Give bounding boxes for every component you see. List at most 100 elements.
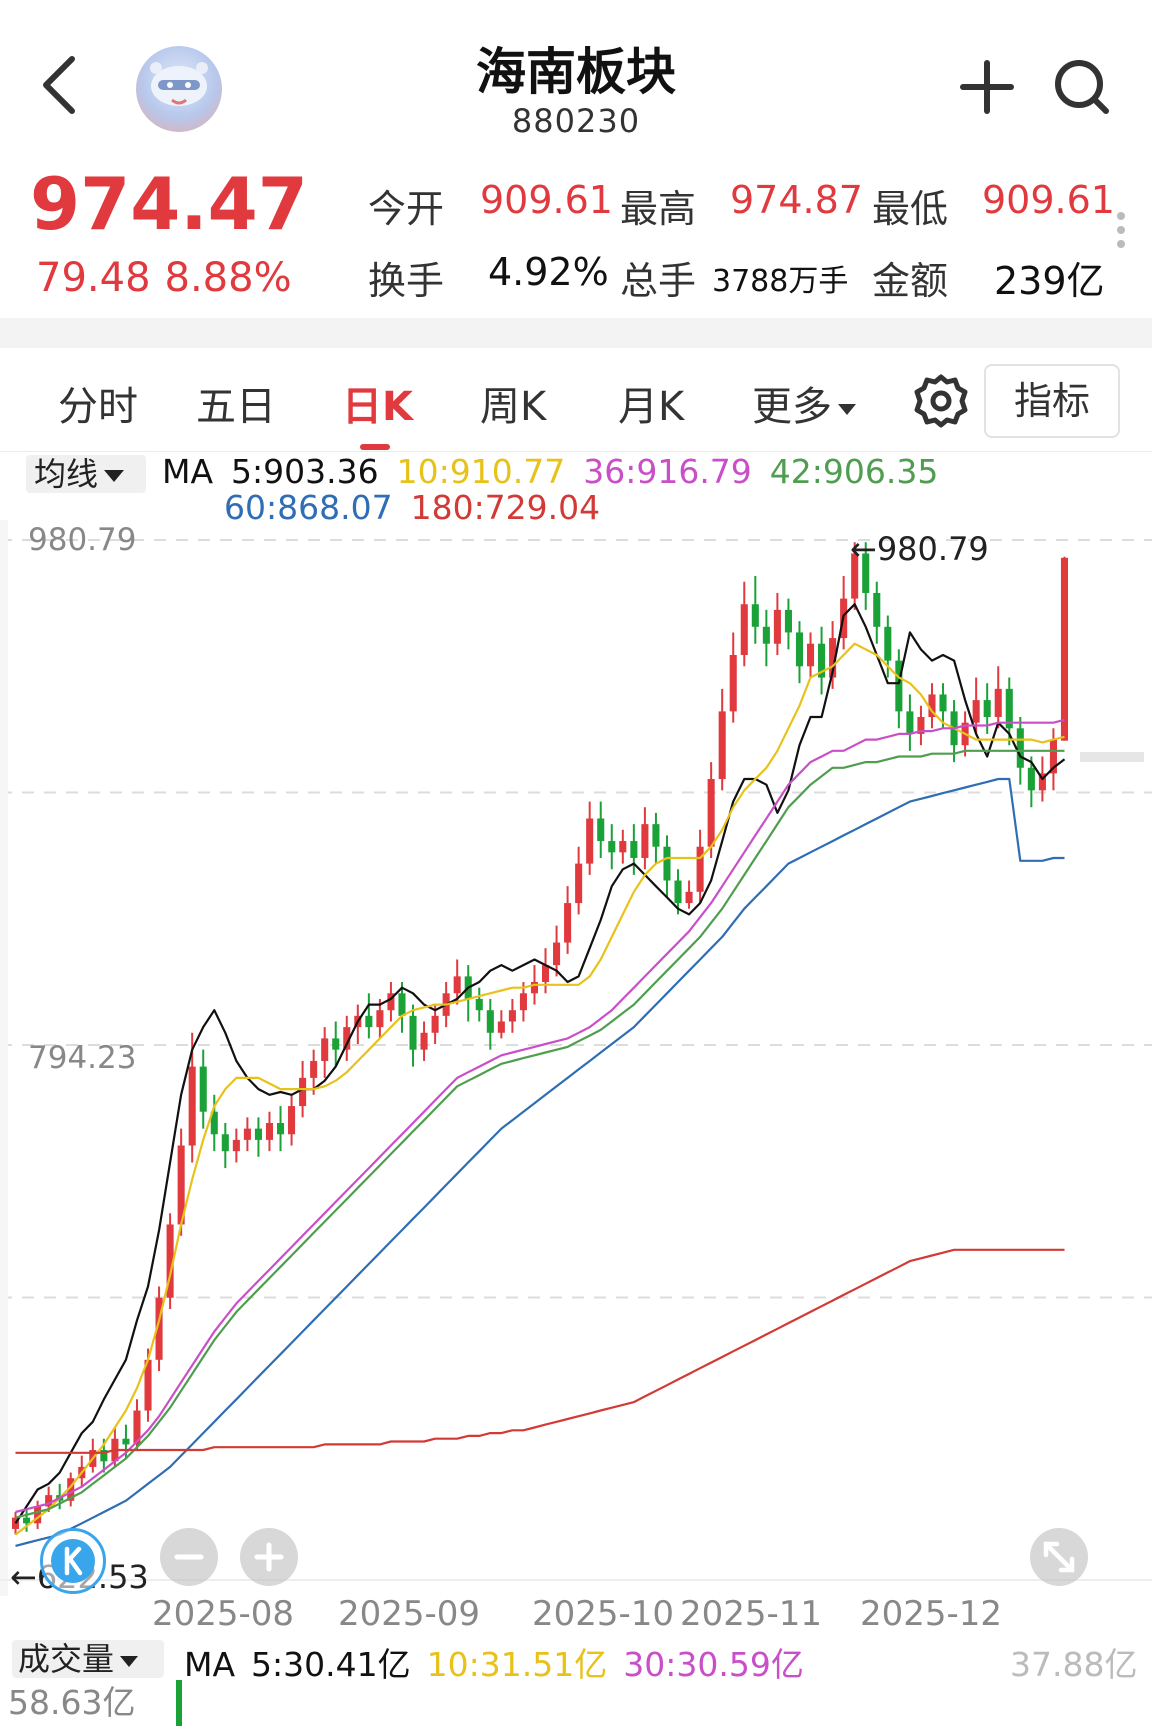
page-title: 海南板块 (476, 43, 676, 101)
tab-intraday[interactable]: 分时 (58, 384, 138, 430)
ma-type-selector[interactable]: 均线 (26, 455, 146, 493)
ma36-value: 36:916.79 (583, 452, 752, 491)
candle-body (100, 1450, 108, 1462)
volume-ma5: 5:30.41亿 (251, 1645, 411, 1684)
candle-body (983, 700, 991, 718)
caret-down-icon (120, 1655, 139, 1667)
low-value: 909.61 (982, 178, 1115, 222)
candle-body (696, 846, 704, 892)
candle-body (265, 1122, 274, 1140)
open-value: 909.61 (480, 178, 613, 222)
tab-weekly-k[interactable]: 周K (480, 384, 547, 430)
candlestick-chart[interactable] (0, 520, 1152, 1596)
search-button[interactable] (1050, 55, 1114, 119)
candle-body (762, 626, 770, 644)
candle-body (23, 1517, 31, 1524)
candle-body (376, 1010, 384, 1028)
stock-code: 880230 (511, 102, 641, 140)
candle-body (431, 1015, 439, 1033)
tab-more-label: 更多 (752, 384, 832, 430)
candle-body (972, 700, 980, 723)
candle-body (420, 1032, 428, 1050)
volume-max-label: 37.88亿 (1010, 1645, 1138, 1684)
volume-ma-legend: MA 5:30.41亿 10:31.51亿 30:30.59亿 (184, 1638, 820, 1686)
candle-body (199, 1066, 207, 1112)
k-mode-button[interactable] (40, 1528, 106, 1594)
candle-body (299, 1077, 307, 1107)
tab-monthly-k[interactable]: 月K (618, 374, 684, 432)
volume-indicator-selector[interactable]: 成交量 (12, 1640, 164, 1678)
candle-body (652, 824, 660, 847)
candle-body (586, 818, 594, 864)
change-value: 79.48 (36, 255, 151, 301)
candle-body (177, 1145, 185, 1225)
volume-top-label: 58.63亿 (8, 1683, 136, 1722)
high-label: 最高 (620, 187, 697, 231)
high-marker-label: ←980.79 (850, 530, 989, 568)
tab-five-day[interactable]: 五日 (196, 384, 276, 430)
add-watchlist-button[interactable] (955, 55, 1019, 119)
candle-body (553, 942, 561, 966)
candle-body (243, 1128, 251, 1140)
candle-body (895, 660, 903, 712)
dot-icon (1117, 240, 1125, 248)
mascot-avatar[interactable] (136, 46, 222, 132)
plus-icon (960, 60, 1014, 114)
left-edge (0, 520, 8, 1596)
candle-body (784, 609, 792, 633)
candle-body (884, 626, 892, 661)
candle-body (310, 1060, 318, 1078)
candle-body (928, 694, 936, 718)
candle-body (166, 1224, 174, 1298)
candle-body (497, 1021, 505, 1033)
amount-label: 金额 (872, 259, 949, 303)
zoom-in-button[interactable] (240, 1528, 298, 1586)
candle-body (541, 965, 550, 983)
chart-grid (0, 520, 1152, 1596)
ma-line-ma60 (15, 777, 1065, 1547)
candle-body (288, 1106, 296, 1135)
candle-body (1016, 728, 1024, 768)
candle-body (332, 1038, 340, 1050)
zoom-out-button[interactable] (160, 1528, 218, 1586)
candle-body (641, 824, 649, 858)
top-bar: 海南板块 880230 (0, 0, 1152, 150)
candle-body (564, 903, 572, 943)
candle-body (729, 654, 737, 712)
ma5-value: 5:903.36 (231, 452, 379, 491)
candle-body (740, 604, 748, 655)
candle-body (630, 841, 638, 858)
candle-body (773, 609, 781, 644)
candle-body (254, 1128, 262, 1140)
indicator-button[interactable]: 指标 (984, 364, 1120, 438)
plus-icon (254, 1542, 284, 1572)
candle-body (818, 643, 826, 678)
chart-settings-button[interactable] (912, 372, 970, 430)
candle-body (674, 880, 682, 904)
tab-daily-k[interactable]: 日K (342, 384, 413, 430)
dot-icon (1117, 226, 1125, 234)
more-options-button[interactable] (1114, 212, 1128, 262)
tab-more[interactable]: 更多 (752, 374, 856, 432)
ma-line-ma10 (14, 642, 1065, 1536)
x-axis: 2025-08 2025-09 2025-10 2025-11 2025-12 (0, 1594, 1152, 1634)
minus-icon (174, 1554, 204, 1560)
candle-body (873, 592, 881, 627)
caret-down-icon (104, 470, 125, 482)
candle-body (1005, 688, 1013, 729)
candle-body (718, 711, 726, 780)
candle-body (619, 841, 627, 853)
ma-line-ma180 (15, 1248, 1065, 1454)
ma42-value: 42:906.35 (769, 452, 939, 491)
fullscreen-button[interactable] (1030, 1528, 1088, 1586)
candle-body (530, 982, 539, 994)
section-divider (0, 318, 1152, 348)
candle-body (453, 976, 461, 994)
candle-body (486, 1010, 494, 1033)
mascot-icon (150, 62, 208, 106)
candle-body (144, 1359, 152, 1411)
volume-label: 总手 (620, 259, 697, 303)
candle-body (862, 553, 870, 593)
back-button[interactable] (30, 45, 90, 125)
amount-value: 239亿 (994, 259, 1105, 303)
